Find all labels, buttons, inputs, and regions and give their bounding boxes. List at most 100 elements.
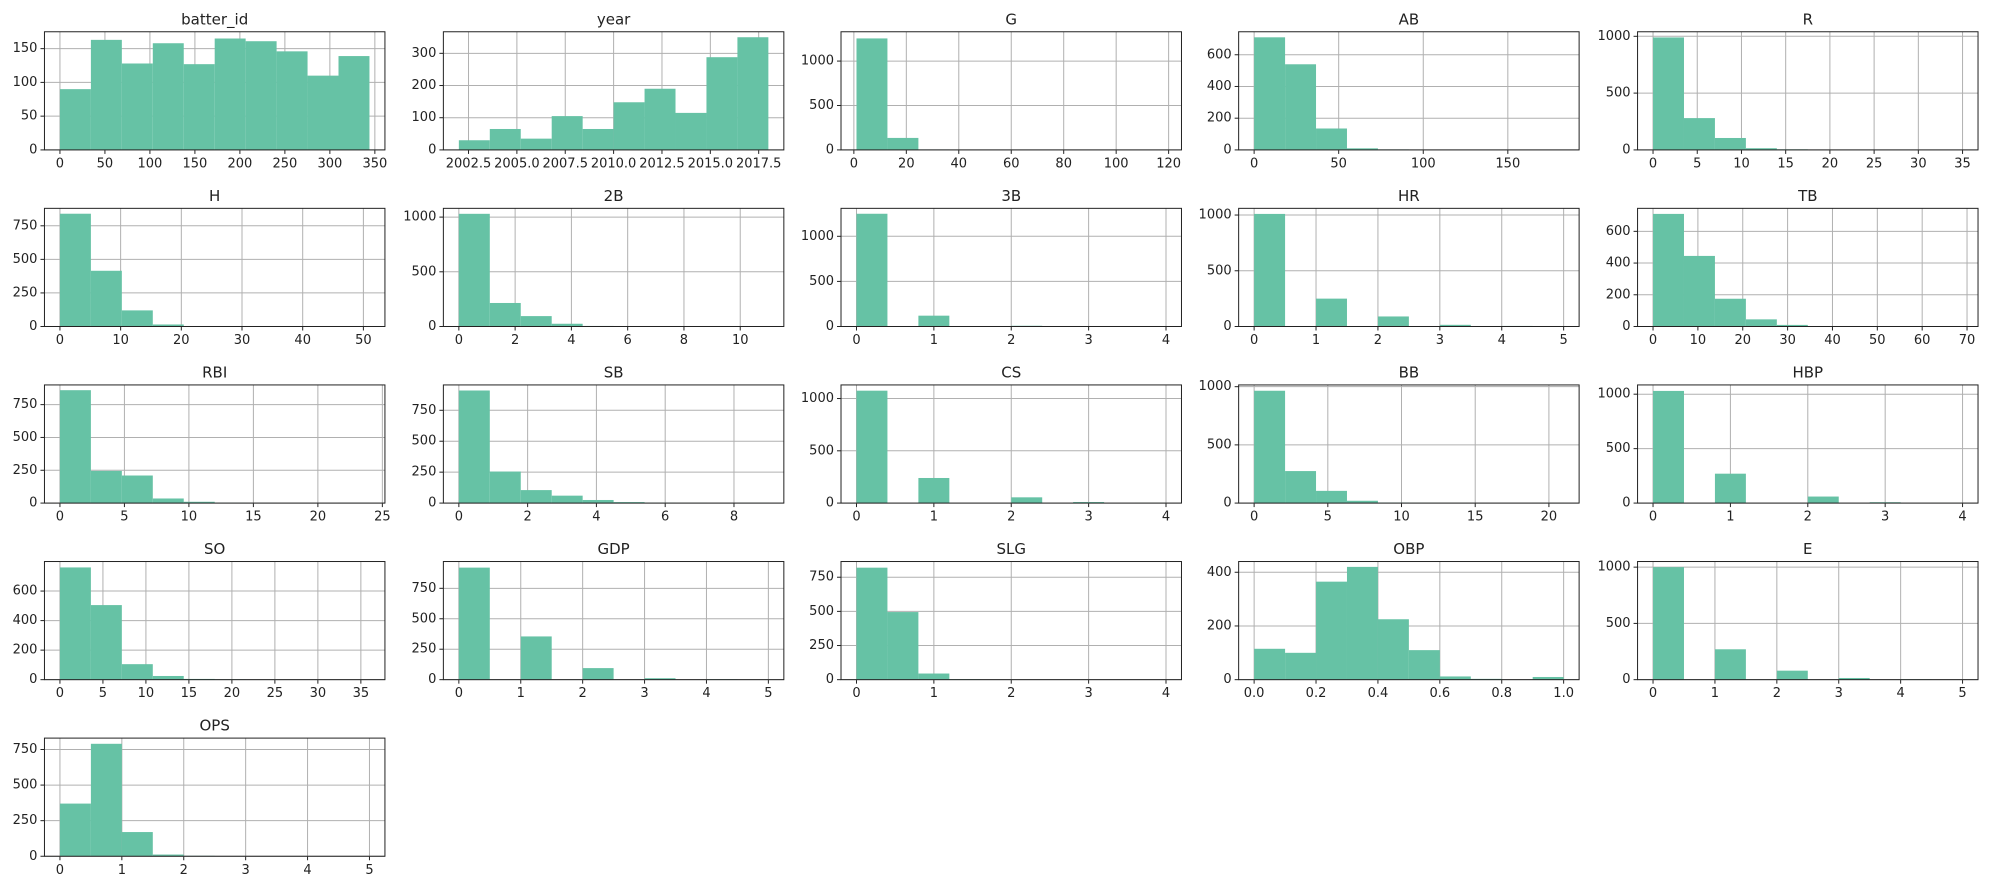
y-tick-label: 150 [13, 41, 38, 56]
histogram-bar [856, 213, 888, 327]
x-tick-label: 10 [732, 333, 749, 348]
x-tick-label: 0 [1649, 333, 1657, 348]
histogram-bar [489, 471, 521, 504]
x-tick-label: 25 [374, 510, 391, 525]
histogram-bar [121, 475, 153, 504]
x-tick-label: 1 [930, 510, 938, 525]
histogram-bar [582, 128, 614, 150]
histogram-bar [520, 138, 552, 150]
y-tick-label: 250 [13, 463, 38, 478]
y-tick-label: 200 [1606, 287, 1631, 302]
histogram-bar [152, 854, 184, 857]
y-tick-label: 0 [1223, 672, 1231, 687]
x-tick-label: 60 [1003, 156, 1020, 171]
x-tick-label: 5 [1958, 686, 1966, 701]
chart-title: 2B [604, 187, 624, 205]
plot-frame [1238, 561, 1580, 681]
x-tick-label: 100 [138, 156, 163, 171]
x-tick-label: 0 [455, 510, 463, 525]
x-tick-label: 4 [1162, 510, 1170, 525]
chart-title: G [1005, 10, 1017, 28]
y-tick-label: 250 [412, 642, 437, 657]
y-tick-label: 0 [826, 142, 834, 157]
x-tick-label: 1 [1711, 686, 1719, 701]
x-tick-label: 3 [1084, 333, 1092, 348]
histogram-bar [152, 675, 184, 680]
plot-frame [1637, 384, 1979, 504]
histogram-bar [1254, 390, 1286, 504]
plot-frame [442, 31, 785, 151]
histogram-bar [856, 567, 888, 680]
y-tick-label: 500 [412, 611, 437, 626]
y-tick-label: 0 [1622, 142, 1630, 157]
x-tick-label: 30 [234, 333, 251, 348]
plot-frame [1637, 561, 1979, 681]
y-tick-label: 250 [13, 813, 38, 828]
histogram-bar [1011, 497, 1043, 504]
histogram-bar [706, 57, 738, 150]
x-tick-label: 70 [1959, 333, 1976, 348]
x-tick-label: 3 [1881, 510, 1889, 525]
x-tick-label: 5 [99, 686, 107, 701]
y-tick-label: 1000 [403, 210, 436, 225]
y-tick-label: 250 [809, 638, 834, 653]
x-tick-label: 40 [294, 333, 311, 348]
x-tick-label: 2 [1007, 686, 1015, 701]
histogram-bar [582, 499, 614, 504]
x-tick-label: 10 [1733, 156, 1750, 171]
x-tick-label: 0.6 [1429, 686, 1450, 701]
x-tick-label: 150 [1495, 156, 1520, 171]
plot-frame [43, 31, 386, 151]
x-tick-label: 5 [1560, 333, 1568, 348]
histogram-bar [121, 664, 153, 680]
x-tick-label: 0 [1649, 510, 1657, 525]
y-tick-label: 0 [428, 672, 436, 687]
x-tick-label: 20 [898, 156, 915, 171]
histogram-bar [613, 102, 645, 150]
chart-title: CS [1001, 363, 1021, 381]
plot-frame [840, 561, 1182, 681]
plot-frame [1637, 207, 1979, 327]
x-tick-label: 4 [1498, 333, 1506, 348]
plot-frame [43, 207, 386, 327]
y-tick-label: 500 [809, 274, 834, 289]
histogram-bar [856, 38, 888, 150]
y-tick-label: 0 [29, 319, 37, 334]
y-tick-label: 200 [1207, 618, 1232, 633]
histogram-bar [1776, 670, 1808, 680]
y-tick-label: 1000 [801, 229, 834, 244]
y-tick-label: 600 [1207, 47, 1232, 62]
x-tick-label: 30 [1779, 333, 1796, 348]
x-tick-label: 0 [56, 686, 64, 701]
histogram-bar [1316, 128, 1347, 150]
chart-title: batter_id [181, 10, 248, 29]
plot-frame [840, 384, 1182, 504]
x-tick-label: 8 [680, 333, 688, 348]
x-tick-label: 50 [355, 333, 372, 348]
histogram-bar [1316, 298, 1347, 327]
histogram-bar [520, 316, 552, 327]
y-tick-label: 750 [412, 581, 437, 596]
y-tick-label: 500 [1207, 263, 1232, 278]
y-tick-label: 500 [809, 98, 834, 113]
x-tick-label: 0.2 [1306, 686, 1327, 701]
plot-frame [43, 561, 386, 681]
y-tick-label: 0 [1223, 319, 1231, 334]
x-tick-label: 5 [120, 510, 128, 525]
y-tick-label: 0 [29, 496, 37, 511]
x-tick-label: 4 [1162, 686, 1170, 701]
x-tick-label: 100 [1411, 156, 1436, 171]
histogram-bar [1653, 567, 1684, 680]
y-tick-label: 1000 [1199, 379, 1232, 394]
x-tick-label: 6 [624, 333, 632, 348]
x-tick-label: 20 [224, 686, 241, 701]
y-tick-label: 400 [1207, 565, 1232, 580]
histogram-bar [1254, 648, 1286, 680]
y-tick-label: 600 [1606, 224, 1631, 239]
chart-title: SLG [996, 540, 1026, 558]
x-tick-label: 2 [523, 510, 531, 525]
histogram-bar [1745, 319, 1777, 327]
histogram-bar [1776, 324, 1808, 327]
x-tick-label: 2005.0 [494, 156, 540, 171]
y-tick-label: 500 [1606, 441, 1631, 456]
